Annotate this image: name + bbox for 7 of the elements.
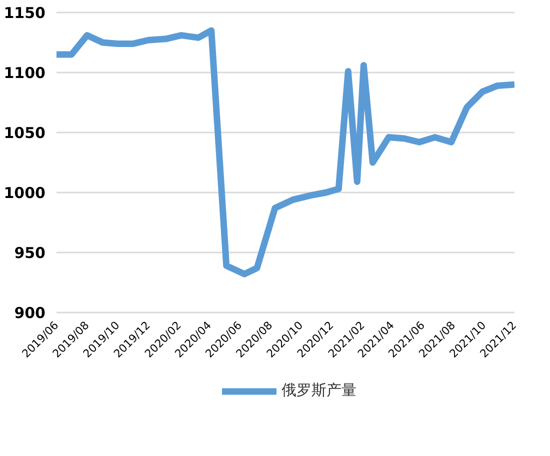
legend-label: 俄罗斯产量 — [282, 381, 356, 400]
y-tick-label: 900 — [14, 304, 46, 322]
y-tick-label: 1050 — [4, 124, 46, 142]
y-tick-label: 1150 — [4, 4, 46, 22]
y-tick-label: 1000 — [4, 184, 46, 202]
y-tick-label: 950 — [14, 244, 46, 262]
y-tick-label: 1100 — [4, 64, 46, 82]
